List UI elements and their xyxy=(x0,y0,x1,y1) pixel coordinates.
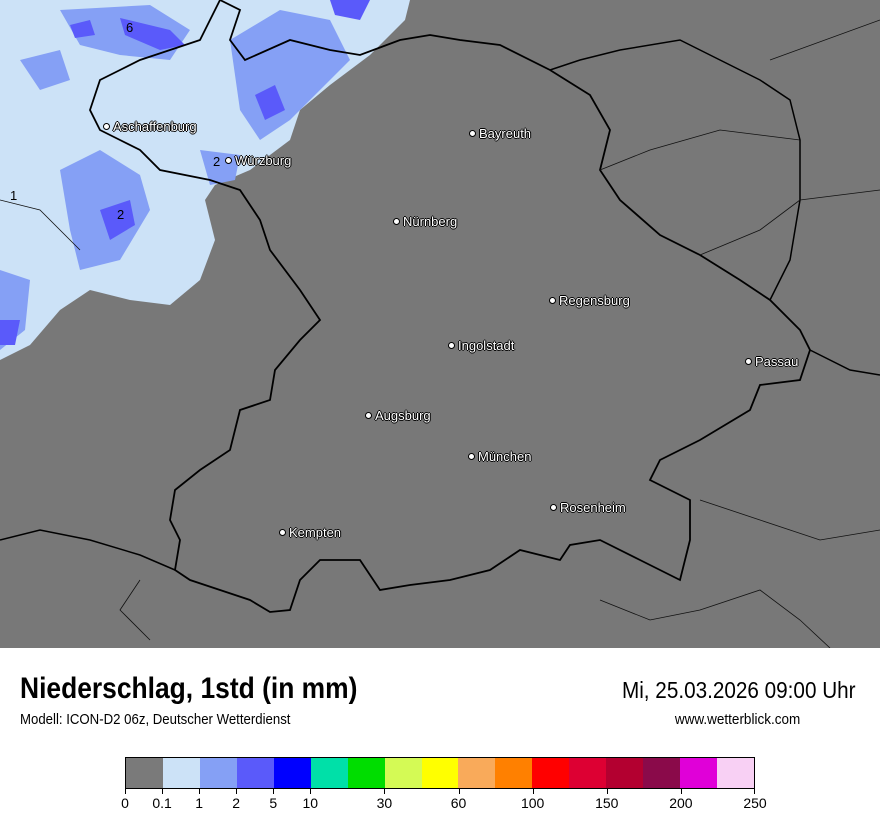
legend-tick xyxy=(384,789,386,794)
legend-tick-label: 1 xyxy=(195,795,204,811)
austria-border xyxy=(0,349,880,571)
legend-tick-label: 30 xyxy=(376,795,393,811)
legend-tick-label: 0.1 xyxy=(152,795,172,811)
legend-swatch xyxy=(495,758,533,788)
city-marker-icon xyxy=(468,453,475,460)
city-wuerzburg: Würzburg xyxy=(225,153,291,168)
legend-tick xyxy=(310,789,312,794)
legend-swatch xyxy=(236,758,274,788)
color-legend xyxy=(125,757,755,789)
city-passau: Passau xyxy=(745,354,798,369)
legend-tick-label: 150 xyxy=(595,795,619,811)
legend-tick-label: 5 xyxy=(269,795,278,811)
legend-swatch xyxy=(569,758,607,788)
forecast-datetime: Mi, 25.03.2026 09:00 Uhr xyxy=(622,677,856,703)
legend-tick xyxy=(273,789,275,794)
legend-tick xyxy=(125,789,126,794)
city-marker-icon xyxy=(448,342,455,349)
legend-tick xyxy=(458,789,460,794)
legend-tick xyxy=(754,789,755,794)
city-kempten: Kempten xyxy=(279,525,341,540)
contour-label: 6 xyxy=(126,20,134,35)
legend-swatch xyxy=(273,758,311,788)
legend-tick-label: 60 xyxy=(450,795,467,811)
legend-swatch xyxy=(126,758,163,788)
model-info: Modell: ICON-D2 06z, Deutscher Wetterdie… xyxy=(20,711,291,728)
legend-swatch xyxy=(310,758,348,788)
legend-swatch xyxy=(421,758,459,788)
legend-tick xyxy=(162,789,164,794)
legend-tick-label: 0 xyxy=(121,795,129,811)
contour-label: 2 xyxy=(117,207,125,222)
map-title: Niederschlag, 1std (in mm) xyxy=(20,672,358,705)
city-bayreuth: Bayreuth xyxy=(469,126,531,141)
city-marker-icon xyxy=(745,358,752,365)
legend-swatch xyxy=(717,758,754,788)
legend-swatch xyxy=(458,758,496,788)
city-nuernberg: Nürnberg xyxy=(393,214,457,229)
regional-borders xyxy=(0,19,880,648)
city-marker-icon xyxy=(393,218,400,225)
legend-swatch xyxy=(199,758,237,788)
contour-label: 2 xyxy=(213,154,221,169)
city-marker-icon xyxy=(549,297,556,304)
precip-area-light xyxy=(0,0,410,360)
legend-tick xyxy=(236,789,238,794)
legend-tick-label: 2 xyxy=(232,795,241,811)
legend-tick xyxy=(680,789,682,794)
contour-label: 1 xyxy=(10,188,18,203)
legend-tick-label: 10 xyxy=(302,795,319,811)
legend-tick-label: 100 xyxy=(520,795,545,811)
legend-tick xyxy=(532,789,534,794)
legend-swatch xyxy=(532,758,570,788)
website-link[interactable]: www.wetterblick.com xyxy=(674,711,800,728)
legend-swatch xyxy=(384,758,422,788)
precipitation-map[interactable]: 6 2 2 1 Aschaffenburg Bayreuth Würzburg … xyxy=(0,0,880,648)
city-rosenheim: Rosenheim xyxy=(550,500,626,515)
legend-swatch xyxy=(162,758,200,788)
legend-tick xyxy=(606,789,608,794)
legend-ticks: 0 0.1 1 2 5 10 30 60 100 150 200 250 xyxy=(121,789,767,819)
map-layer xyxy=(0,0,880,648)
legend-swatch xyxy=(606,758,644,788)
legend-swatch xyxy=(347,758,385,788)
legend-tick-label: 250 xyxy=(743,795,767,811)
city-marker-icon xyxy=(225,157,232,164)
city-regensburg: Regensburg xyxy=(549,293,630,308)
legend-swatch xyxy=(680,758,717,788)
city-marker-icon xyxy=(469,130,476,137)
legend-tick xyxy=(199,789,201,794)
legend-tick-label: 200 xyxy=(669,795,693,811)
city-augsburg: Augsburg xyxy=(365,408,431,423)
city-marker-icon xyxy=(279,529,286,536)
city-aschaffenburg: Aschaffenburg xyxy=(103,119,197,134)
city-muenchen: München xyxy=(468,449,531,464)
city-marker-icon xyxy=(365,412,372,419)
city-marker-icon xyxy=(103,123,110,130)
legend-swatch xyxy=(643,758,681,788)
city-ingolstadt: Ingolstadt xyxy=(448,338,514,353)
city-marker-icon xyxy=(550,504,557,511)
czech-border xyxy=(549,39,801,301)
bavaria-border xyxy=(89,0,811,613)
